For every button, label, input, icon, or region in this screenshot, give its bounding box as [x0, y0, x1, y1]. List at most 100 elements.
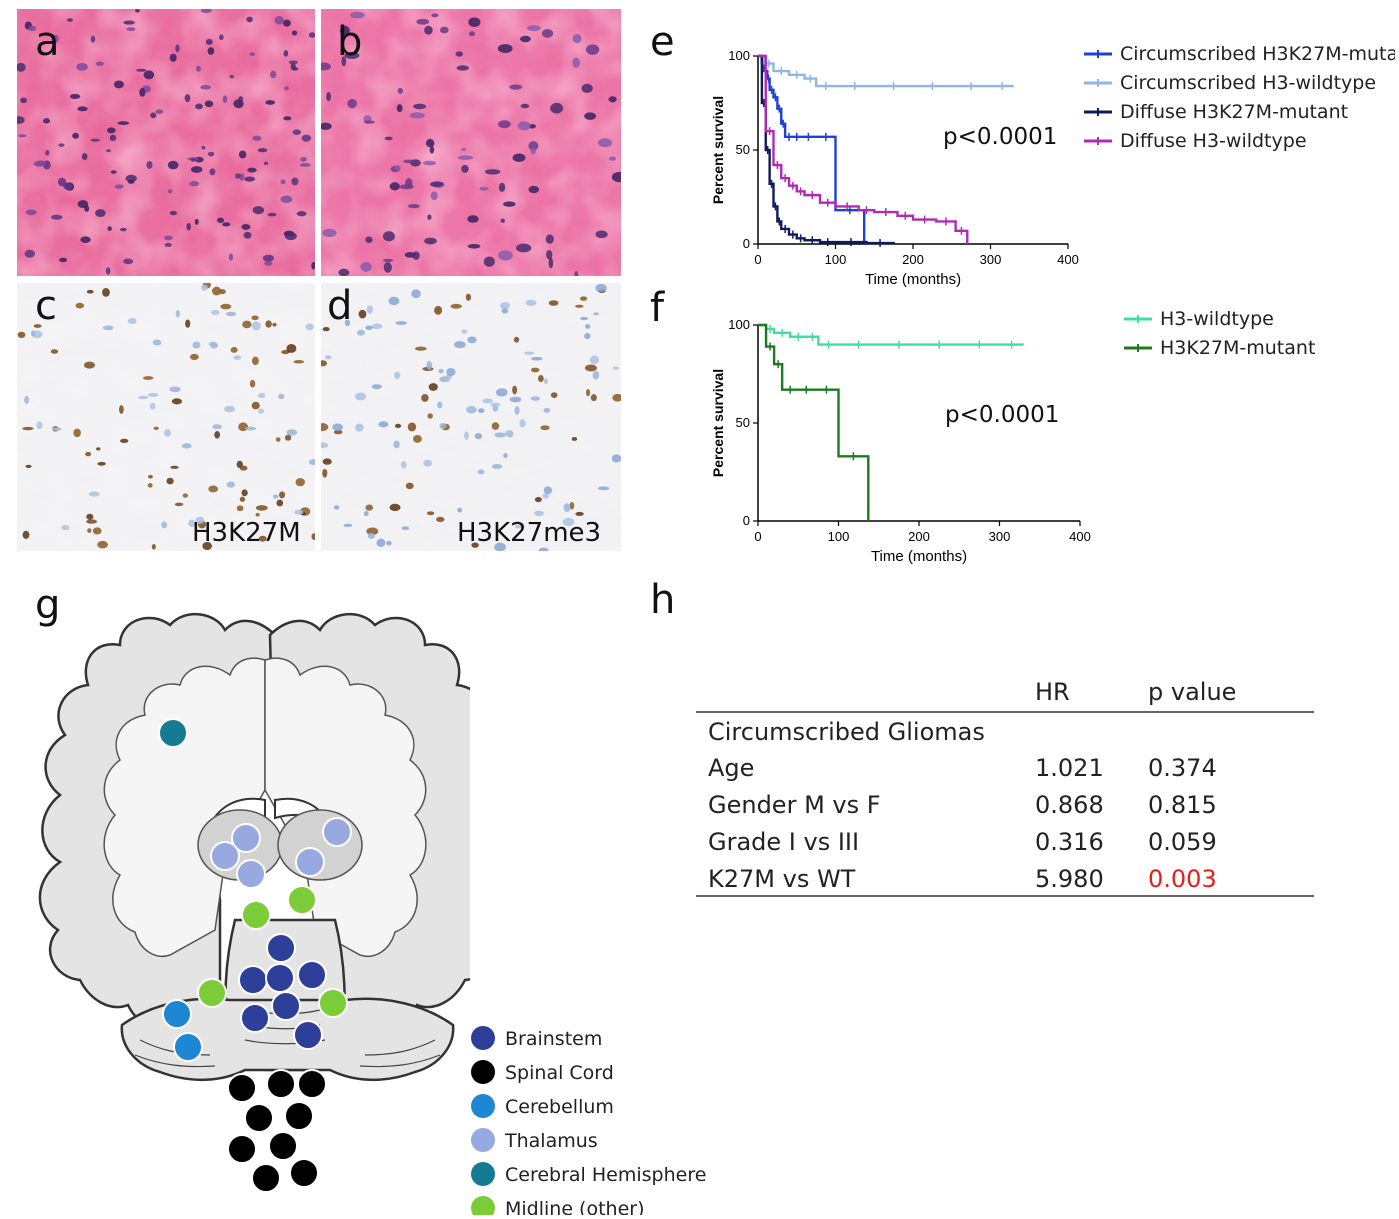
nucleus: [350, 11, 365, 19]
nucleus: [169, 210, 178, 216]
x-tick-label: 300: [989, 529, 1011, 544]
nucleus: [382, 231, 395, 242]
nucleus: [344, 319, 351, 327]
nucleus: [494, 432, 507, 438]
nucleus: [150, 112, 157, 119]
nucleus: [147, 483, 153, 488]
nucleus: [195, 516, 205, 524]
nucleus: [146, 160, 153, 169]
nucleus: [149, 402, 156, 410]
nucleus: [333, 505, 340, 510]
nucleus: [550, 392, 558, 399]
legend-label: Diffuse H3K27M-mutant: [1120, 101, 1348, 123]
nucleus: [238, 150, 247, 159]
nucleus: [251, 321, 261, 331]
nucleus: [491, 422, 500, 430]
nucleus: [270, 70, 277, 79]
table-row-label: Age: [708, 754, 754, 782]
left-white-matter: [103, 657, 266, 957]
nucleus: [222, 95, 228, 104]
nucleus: [519, 35, 531, 43]
nucleus: [376, 538, 386, 547]
nucleus: [338, 268, 350, 276]
nucleus: [263, 161, 269, 166]
location-dot: [271, 991, 301, 1021]
nucleus: [276, 499, 284, 507]
nucleus: [484, 169, 501, 175]
nucleus: [76, 62, 88, 71]
nucleus: [207, 151, 215, 157]
table-row-p: 0.374: [1148, 754, 1217, 782]
nucleus: [311, 262, 315, 270]
nucleus: [427, 214, 432, 220]
series-line: [758, 323, 870, 521]
nucleus: [321, 442, 329, 449]
nucleus: [214, 430, 221, 439]
nucleus: [77, 200, 89, 209]
x-tick-label: 200: [908, 529, 930, 544]
x-tick-label: 100: [825, 252, 847, 267]
nucleus: [467, 215, 479, 223]
nucleus: [461, 164, 469, 173]
nucleus: [88, 491, 100, 497]
nucleus: [200, 284, 208, 291]
nucleus: [262, 254, 275, 262]
nucleus: [523, 351, 535, 355]
location-dot: [162, 999, 192, 1029]
nucleus: [595, 283, 607, 293]
nucleus: [322, 468, 328, 478]
nucleus: [498, 182, 506, 192]
nucleus: [534, 496, 542, 503]
brain-legend: Brainstem Spinal Cord Cerebellum Thalamus Ce…: [471, 1026, 706, 1215]
location-dot: [265, 963, 295, 993]
nucleus: [321, 122, 332, 130]
table-header: HR: [1035, 678, 1070, 706]
nucleus: [175, 310, 180, 318]
nucleus: [123, 20, 135, 25]
nucleus: [190, 166, 203, 173]
nucleus: [579, 296, 588, 301]
nucleus: [161, 521, 168, 529]
nucleus: [223, 405, 236, 413]
table-row-hr: 1.021: [1035, 754, 1104, 782]
nucleus: [584, 112, 597, 120]
nucleus: [542, 493, 549, 499]
panel-letter-d: d: [327, 283, 353, 329]
nucleus: [265, 320, 272, 328]
nucleus: [28, 25, 37, 32]
nucleus: [354, 392, 367, 401]
nucleus: [257, 148, 268, 153]
nucleus: [155, 109, 164, 115]
nucleus: [192, 341, 201, 349]
nucleus: [407, 204, 420, 209]
table-row-hr: 0.868: [1035, 791, 1104, 819]
nucleus: [461, 147, 467, 151]
table-row-hr: 5.980: [1035, 865, 1104, 893]
nucleus: [585, 388, 591, 397]
nucleus: [519, 419, 526, 428]
micrograph-ihc-d: [321, 283, 621, 551]
nucleus: [405, 482, 414, 490]
nucleus: [471, 542, 479, 548]
nucleus: [184, 94, 191, 103]
nucleus: [509, 84, 523, 90]
nucleus: [574, 270, 579, 276]
nucleus: [265, 100, 276, 105]
nucleus: [421, 394, 429, 402]
series-line: [758, 54, 969, 244]
legend-dot: [471, 1196, 495, 1215]
nucleus: [258, 408, 265, 414]
nucleus: [249, 379, 256, 388]
nucleus: [72, 132, 79, 139]
nucleus: [264, 260, 273, 266]
nucleus: [17, 331, 26, 338]
panel-letter-b: b: [337, 19, 363, 65]
table-section-title: Circumscribed Gliomas: [708, 718, 985, 746]
nucleus: [548, 300, 559, 306]
hazard-ratio-table: HR p value Circumscribed Gliomas Age 1.021 0.…: [696, 678, 1314, 897]
nucleus: [455, 51, 464, 57]
nucleus: [17, 116, 25, 124]
nucleus: [311, 533, 315, 541]
nucleus: [344, 52, 360, 60]
location-dot: [236, 859, 266, 889]
